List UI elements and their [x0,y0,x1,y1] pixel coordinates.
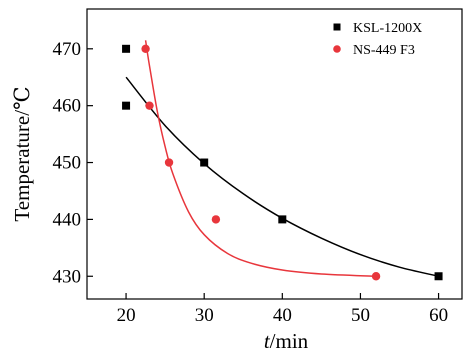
data-point-ksl-1200x [278,215,287,224]
legend: KSL-1200X NS-449 F3 [333,21,422,58]
legend-label-ns-449-f3: NS-449 F3 [353,43,415,58]
data-point-ns-449-f3 [371,272,381,281]
x-tick-label: 60 [429,305,448,326]
x-tick-label: 50 [351,305,370,326]
legend-label-ksl-1200x: KSL-1200X [353,21,422,36]
y-tick-label: 430 [53,266,82,287]
y-tick-label: 470 [53,39,82,60]
data-point-ksl-1200x [122,101,131,110]
x-tick-label: 30 [195,305,214,326]
x-tick-label: 40 [273,305,292,326]
y-tick-label: 440 [53,209,82,230]
fit-curves [125,40,439,278]
y-axis-title: Temperature/℃ [10,86,34,221]
y-tick-label: 460 [53,96,82,117]
data-point-ns-449-f3 [211,215,221,224]
x-axis-variable: t [264,329,271,353]
x-axis-unit: /min [270,329,309,353]
y-tick-label: 450 [53,153,82,174]
data-point-ksl-1200x [122,44,131,53]
legend-marker-ksl-1200x [333,23,341,31]
data-point-ns-449-f3 [141,44,150,54]
data-point-ksl-1200x [434,272,443,281]
axis-ticks: 20 30 40 50 60 430 440 450 460 470 [53,39,449,326]
x-axis-title: t/min [264,329,309,353]
x-tick-label: 20 [117,305,136,326]
fit-curve-ns-449-f3 [144,40,377,278]
plot-frame [86,8,463,300]
data-points [122,44,443,281]
data-point-ksl-1200x [200,158,209,167]
legend-marker-ns-449-f3 [333,45,341,53]
fit-curve-ksl-1200x [125,76,439,278]
data-point-ns-449-f3 [145,101,154,110]
data-point-ns-449-f3 [164,158,174,167]
